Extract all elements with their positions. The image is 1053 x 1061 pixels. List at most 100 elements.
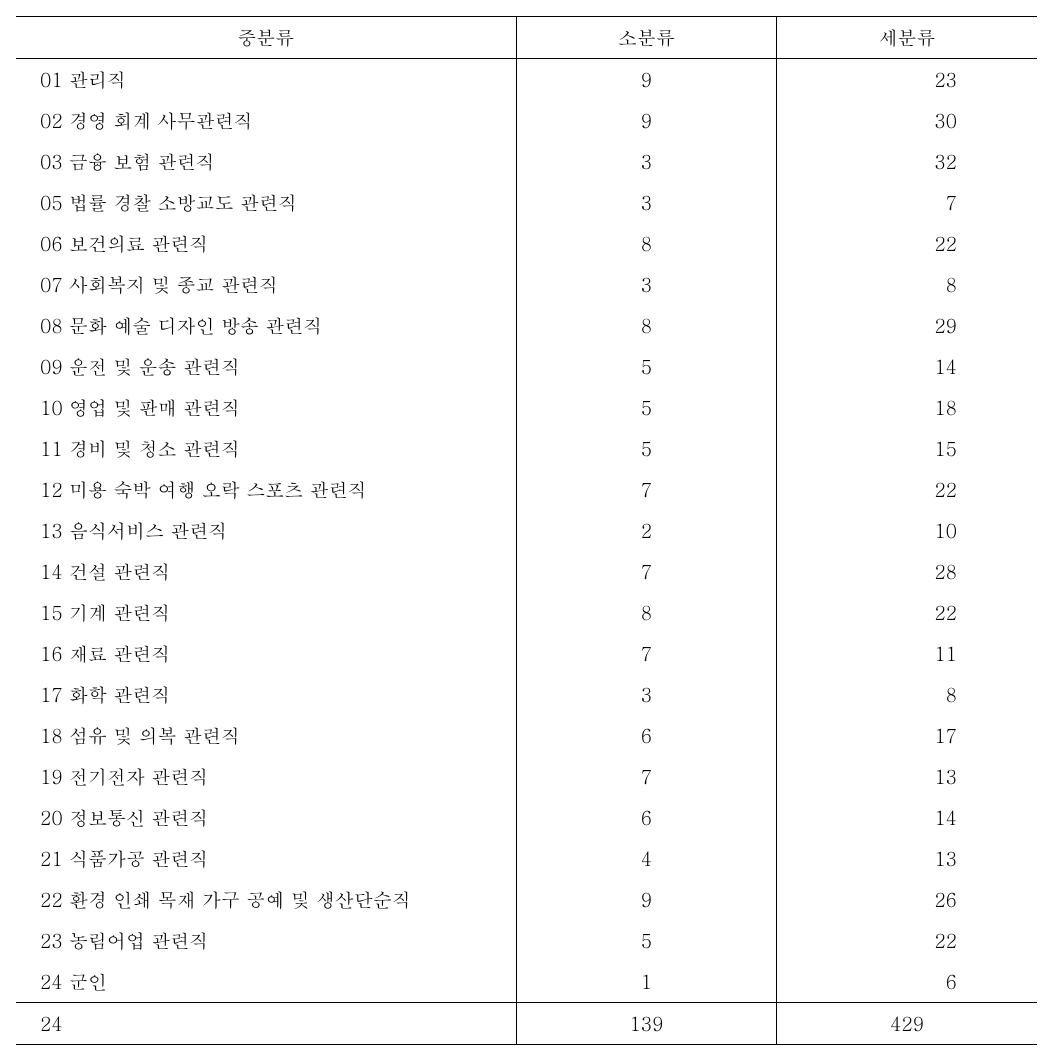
totals-detail: 429 bbox=[777, 1003, 1037, 1045]
row-sub: 3 bbox=[516, 674, 776, 715]
row-detail: 8 bbox=[777, 674, 1037, 715]
row-label: 07 사회복지 및 종교 관련직 bbox=[16, 264, 516, 305]
row-sub: 7 bbox=[516, 633, 776, 674]
row-sub: 4 bbox=[516, 838, 776, 879]
row-label: 08 문화 예술 디자인 방송 관련직 bbox=[16, 305, 516, 346]
row-sub: 9 bbox=[516, 100, 776, 141]
table-body: 01 관리직92302 경영 회계 사무관련직93003 금융 보험 관련직33… bbox=[16, 59, 1037, 1003]
row-label: 23 농림어업 관련직 bbox=[16, 920, 516, 961]
header-detail-category: 세분류 bbox=[777, 17, 1037, 59]
row-sub: 8 bbox=[516, 305, 776, 346]
row-sub: 9 bbox=[516, 59, 776, 101]
row-detail: 22 bbox=[777, 469, 1037, 510]
row-detail: 8 bbox=[777, 264, 1037, 305]
row-detail: 13 bbox=[777, 756, 1037, 797]
row-sub: 5 bbox=[516, 428, 776, 469]
row-label: 20 정보통신 관련직 bbox=[16, 797, 516, 838]
row-detail: 29 bbox=[777, 305, 1037, 346]
row-label: 02 경영 회계 사무관련직 bbox=[16, 100, 516, 141]
row-label: 01 관리직 bbox=[16, 59, 516, 101]
table-totals-row: 24 139 429 bbox=[16, 1003, 1037, 1045]
row-detail: 22 bbox=[777, 592, 1037, 633]
row-detail: 15 bbox=[777, 428, 1037, 469]
row-label: 15 기계 관련직 bbox=[16, 592, 516, 633]
row-label: 10 영업 및 판매 관련직 bbox=[16, 387, 516, 428]
row-label: 14 건설 관련직 bbox=[16, 551, 516, 592]
table-row: 12 미용 숙박 여행 오락 스포츠 관련직722 bbox=[16, 469, 1037, 510]
row-sub: 5 bbox=[516, 387, 776, 428]
row-detail: 10 bbox=[777, 510, 1037, 551]
totals-sub: 139 bbox=[516, 1003, 776, 1045]
table-row: 13 음식서비스 관련직210 bbox=[16, 510, 1037, 551]
row-sub: 3 bbox=[516, 264, 776, 305]
row-label: 09 운전 및 운송 관련직 bbox=[16, 346, 516, 387]
header-sub-category: 소분류 bbox=[516, 17, 776, 59]
table-row: 16 재료 관련직711 bbox=[16, 633, 1037, 674]
row-detail: 6 bbox=[777, 961, 1037, 1003]
table-row: 21 식품가공 관련직413 bbox=[16, 838, 1037, 879]
table-row: 23 농림어업 관련직522 bbox=[16, 920, 1037, 961]
row-sub: 5 bbox=[516, 920, 776, 961]
row-label: 13 음식서비스 관련직 bbox=[16, 510, 516, 551]
row-sub: 6 bbox=[516, 715, 776, 756]
row-label: 06 보건의료 관련직 bbox=[16, 223, 516, 264]
table-row: 01 관리직923 bbox=[16, 59, 1037, 101]
row-label: 03 금융 보험 관련직 bbox=[16, 141, 516, 182]
row-label: 18 섬유 및 의복 관련직 bbox=[16, 715, 516, 756]
row-detail: 26 bbox=[777, 879, 1037, 920]
row-sub: 9 bbox=[516, 879, 776, 920]
row-detail: 28 bbox=[777, 551, 1037, 592]
totals-label: 24 bbox=[16, 1003, 516, 1045]
table-row: 20 정보통신 관련직614 bbox=[16, 797, 1037, 838]
row-sub: 6 bbox=[516, 797, 776, 838]
row-detail: 18 bbox=[777, 387, 1037, 428]
row-sub: 8 bbox=[516, 592, 776, 633]
table-row: 22 환경 인쇄 목재 가구 공예 및 생산단순직926 bbox=[16, 879, 1037, 920]
row-detail: 14 bbox=[777, 797, 1037, 838]
table-row: 06 보건의료 관련직822 bbox=[16, 223, 1037, 264]
table-header-row: 중분류 소분류 세분류 bbox=[16, 17, 1037, 59]
table-row: 19 전기전자 관련직713 bbox=[16, 756, 1037, 797]
row-detail: 22 bbox=[777, 223, 1037, 264]
row-label: 22 환경 인쇄 목재 가구 공예 및 생산단순직 bbox=[16, 879, 516, 920]
table-row: 15 기계 관련직822 bbox=[16, 592, 1037, 633]
row-label: 24 군인 bbox=[16, 961, 516, 1003]
table-row: 10 영업 및 판매 관련직518 bbox=[16, 387, 1037, 428]
table-row: 02 경영 회계 사무관련직930 bbox=[16, 100, 1037, 141]
row-sub: 7 bbox=[516, 551, 776, 592]
row-detail: 11 bbox=[777, 633, 1037, 674]
classification-table: 중분류 소분류 세분류 01 관리직92302 경영 회계 사무관련직93003… bbox=[16, 16, 1037, 1045]
table-row: 18 섬유 및 의복 관련직617 bbox=[16, 715, 1037, 756]
row-label: 21 식품가공 관련직 bbox=[16, 838, 516, 879]
row-label: 19 전기전자 관련직 bbox=[16, 756, 516, 797]
row-sub: 8 bbox=[516, 223, 776, 264]
row-detail: 30 bbox=[777, 100, 1037, 141]
table-row: 08 문화 예술 디자인 방송 관련직829 bbox=[16, 305, 1037, 346]
row-detail: 13 bbox=[777, 838, 1037, 879]
row-sub: 3 bbox=[516, 182, 776, 223]
row-label: 16 재료 관련직 bbox=[16, 633, 516, 674]
row-sub: 1 bbox=[516, 961, 776, 1003]
table-row: 07 사회복지 및 종교 관련직38 bbox=[16, 264, 1037, 305]
row-label: 17 화학 관련직 bbox=[16, 674, 516, 715]
row-label: 12 미용 숙박 여행 오락 스포츠 관련직 bbox=[16, 469, 516, 510]
table-row: 24 군인16 bbox=[16, 961, 1037, 1003]
header-mid-category: 중분류 bbox=[16, 17, 516, 59]
row-detail: 7 bbox=[777, 182, 1037, 223]
row-detail: 32 bbox=[777, 141, 1037, 182]
table-row: 09 운전 및 운송 관련직514 bbox=[16, 346, 1037, 387]
row-sub: 2 bbox=[516, 510, 776, 551]
row-sub: 7 bbox=[516, 469, 776, 510]
table-row: 05 법률 경찰 소방교도 관련직37 bbox=[16, 182, 1037, 223]
row-detail: 17 bbox=[777, 715, 1037, 756]
row-detail: 22 bbox=[777, 920, 1037, 961]
row-label: 05 법률 경찰 소방교도 관련직 bbox=[16, 182, 516, 223]
row-detail: 14 bbox=[777, 346, 1037, 387]
row-detail: 23 bbox=[777, 59, 1037, 101]
row-sub: 3 bbox=[516, 141, 776, 182]
table-row: 14 건설 관련직728 bbox=[16, 551, 1037, 592]
table-row: 17 화학 관련직38 bbox=[16, 674, 1037, 715]
row-label: 11 경비 및 청소 관련직 bbox=[16, 428, 516, 469]
row-sub: 5 bbox=[516, 346, 776, 387]
table-row: 03 금융 보험 관련직332 bbox=[16, 141, 1037, 182]
